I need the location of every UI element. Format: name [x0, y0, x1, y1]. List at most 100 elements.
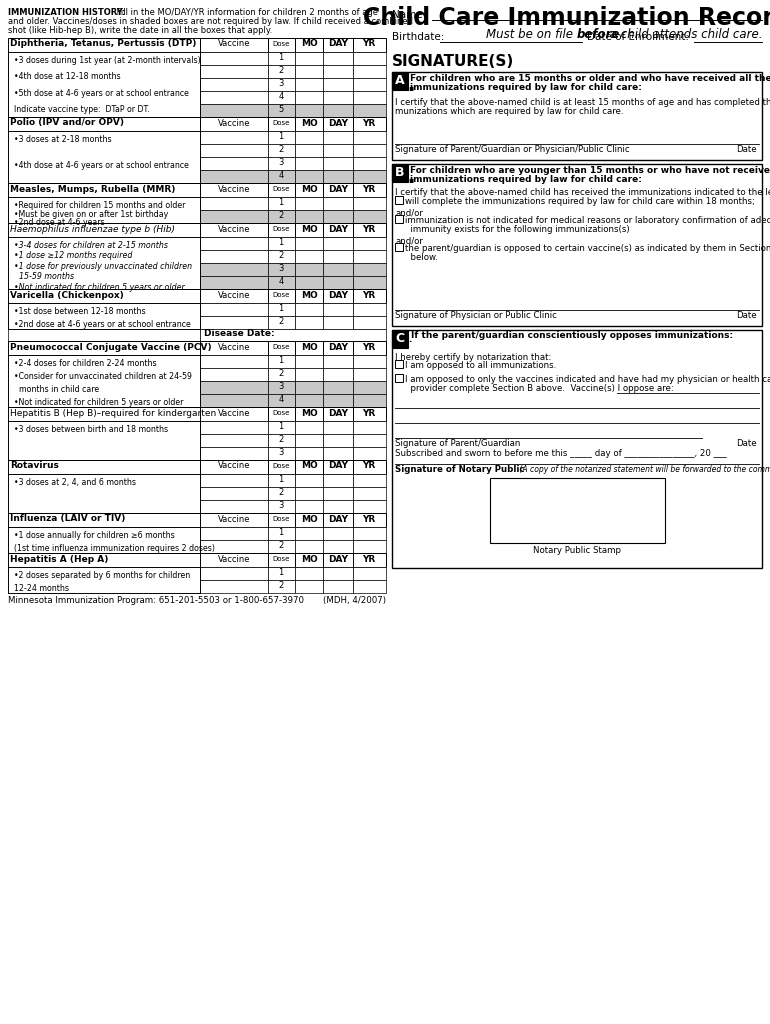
Text: 3: 3: [278, 382, 283, 391]
Text: MO: MO: [300, 119, 317, 128]
Bar: [323, 394, 353, 407]
Text: 1: 1: [279, 356, 283, 365]
Text: 2: 2: [279, 317, 283, 326]
Bar: [268, 553, 295, 567]
Bar: [395, 196, 403, 204]
Bar: [200, 553, 268, 567]
Text: 2: 2: [279, 251, 283, 260]
Text: •4th dose at 12-18 months: •4th dose at 12-18 months: [9, 73, 121, 81]
Text: Vaccine: Vaccine: [218, 224, 250, 233]
Bar: [323, 131, 353, 144]
Text: 2: 2: [279, 435, 283, 444]
Text: I hereby certify by notarization that:: I hereby certify by notarization that:: [395, 353, 551, 362]
Text: Measles, Mumps, Rubella (MMR): Measles, Mumps, Rubella (MMR): [10, 184, 176, 194]
Bar: [295, 78, 323, 91]
Text: DAY: DAY: [328, 555, 348, 563]
Bar: [353, 447, 386, 460]
Bar: [268, 276, 295, 289]
Bar: [323, 197, 353, 210]
Text: •Required for children 15 months and older: •Required for children 15 months and old…: [9, 201, 186, 210]
Text: Child Care Immunization Record: Child Care Immunization Record: [363, 6, 770, 30]
Bar: [295, 421, 323, 434]
Bar: [200, 250, 268, 263]
Text: 2: 2: [279, 145, 283, 154]
Bar: [268, 170, 295, 183]
Text: •3 doses between birth and 18 months: •3 doses between birth and 18 months: [9, 425, 168, 434]
Text: DAY: DAY: [328, 224, 348, 233]
Text: Signature of Parent/Guardian: Signature of Parent/Guardian: [395, 439, 521, 449]
Bar: [8, 460, 200, 474]
Bar: [392, 164, 762, 326]
Text: 4: 4: [279, 395, 283, 404]
Bar: [323, 368, 353, 381]
Text: 3: 3: [278, 264, 283, 273]
Bar: [8, 368, 200, 381]
Bar: [268, 91, 295, 104]
Text: MO: MO: [300, 409, 317, 418]
Bar: [268, 341, 295, 355]
Bar: [392, 164, 408, 182]
Bar: [268, 567, 295, 580]
Bar: [200, 394, 268, 407]
Bar: [268, 223, 295, 237]
Text: immunity exists for the following immunizations(s): immunity exists for the following immuni…: [405, 225, 630, 234]
Text: 1: 1: [279, 528, 283, 537]
Text: and older. Vaccines/doses in shaded boxes are not required by law. If child rece: and older. Vaccines/doses in shaded boxe…: [8, 17, 413, 26]
Bar: [323, 447, 353, 460]
Bar: [353, 381, 386, 394]
Text: I certify that the above-named child has received the immunizations indicated to: I certify that the above-named child has…: [395, 188, 770, 197]
Bar: [353, 527, 386, 540]
Text: MO: MO: [300, 555, 317, 563]
Text: •2 doses separated by 6 months for children: •2 doses separated by 6 months for child…: [9, 571, 190, 580]
Bar: [323, 276, 353, 289]
Bar: [353, 223, 386, 237]
Bar: [295, 394, 323, 407]
Text: Hepatitis B (Hep B)–required for kindergarten: Hepatitis B (Hep B)–required for kinderg…: [10, 409, 216, 418]
Text: •2-4 doses for children 2-24 months: •2-4 doses for children 2-24 months: [9, 359, 156, 368]
Text: immunizations required by law for child care:: immunizations required by law for child …: [410, 83, 642, 92]
Bar: [353, 394, 386, 407]
Text: 5: 5: [279, 105, 283, 114]
Text: •3 doses during 1st year (at 2-month intervals): •3 doses during 1st year (at 2-month int…: [9, 56, 201, 65]
Text: YR: YR: [363, 409, 376, 418]
Bar: [295, 407, 323, 421]
Bar: [353, 500, 386, 513]
Text: •Not indicated for children 5 years or older: •Not indicated for children 5 years or o…: [9, 283, 185, 292]
Bar: [295, 289, 323, 303]
Text: Vaccine: Vaccine: [218, 514, 250, 523]
Text: and/or: and/or: [395, 236, 423, 245]
Text: Dose: Dose: [273, 410, 290, 416]
Bar: [353, 460, 386, 474]
Bar: [323, 434, 353, 447]
Text: 2: 2: [279, 66, 283, 75]
Text: DAY: DAY: [328, 184, 348, 194]
Bar: [392, 72, 762, 160]
Text: Influenza (LAIV or TIV): Influenza (LAIV or TIV): [10, 514, 126, 523]
Text: Vaccine: Vaccine: [218, 462, 250, 470]
Bar: [353, 540, 386, 553]
Bar: [268, 513, 295, 527]
Text: 1: 1: [279, 568, 283, 577]
Text: 2: 2: [279, 581, 283, 590]
Bar: [353, 553, 386, 567]
Bar: [268, 407, 295, 421]
Bar: [268, 355, 295, 368]
Text: YR: YR: [363, 342, 376, 351]
Bar: [353, 513, 386, 527]
Text: and/or: and/or: [395, 208, 423, 217]
Text: YR: YR: [363, 514, 376, 523]
Bar: [295, 580, 323, 593]
Text: C: C: [396, 333, 404, 345]
Bar: [353, 263, 386, 276]
Bar: [395, 215, 403, 223]
Bar: [323, 52, 353, 65]
Bar: [8, 210, 200, 223]
Bar: [295, 117, 323, 131]
Bar: [268, 394, 295, 407]
Bar: [8, 329, 200, 341]
Bar: [353, 65, 386, 78]
Text: ▪: ▪: [408, 83, 413, 92]
Bar: [268, 316, 295, 329]
Text: Signature of Parent/Guardian or Physician/Public Clinic: Signature of Parent/Guardian or Physicia…: [395, 145, 630, 154]
Text: B: B: [395, 167, 405, 179]
